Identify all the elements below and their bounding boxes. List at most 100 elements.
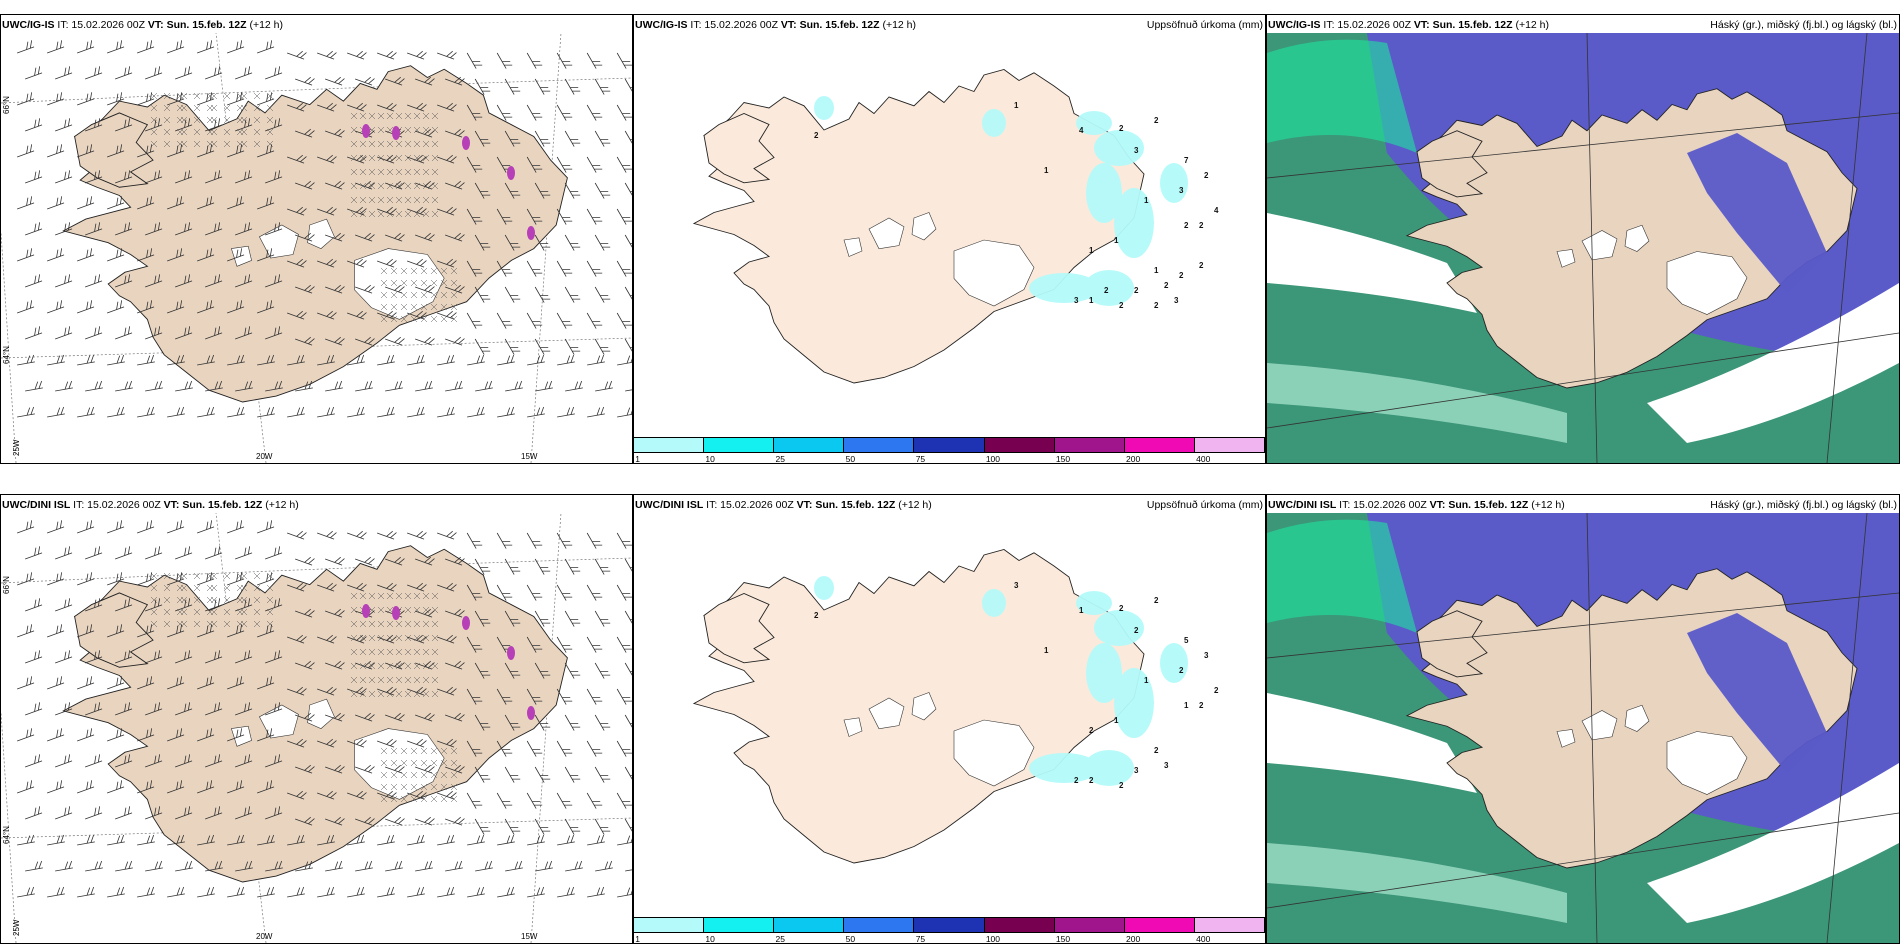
hatch-cross [390,771,398,779]
wind-barb [617,886,632,898]
high-cloud-over-land [1687,613,1827,773]
hatch-cross [223,92,231,100]
precip-blob [1084,750,1134,786]
wind-barb [496,312,513,329]
wind-barb [115,650,133,664]
hatch-cross [422,648,430,656]
wind-barb [474,338,491,355]
wind-barb [325,380,343,392]
wind-barb [534,610,551,627]
wind-barb [197,196,215,210]
precip-value: 2 [1179,666,1184,675]
wind-barb [616,532,632,549]
wind-barb [77,196,95,210]
wind-barb [175,326,193,340]
hatch-cross [410,267,418,275]
wind-barb [287,406,305,418]
wind-barb [137,520,155,534]
wind-barb [25,650,43,664]
wind-barb [347,406,365,418]
hatch-cross [253,104,261,112]
precip-value: 2 [1204,171,1209,180]
hatch-cross [413,168,421,176]
wind-barb [445,180,465,190]
hatch-cross [410,291,418,299]
hatch-cross [422,140,430,148]
iceland-landmass [694,70,1144,384]
hatch-cross [440,795,448,803]
wind-barb [145,274,163,288]
wind-barb [295,860,313,872]
wind-panel-header: UWC/IG-IS IT: 15.02.2026 00Z VT: Sun. 15… [2,19,283,31]
wind-barb [287,634,307,644]
hatch-cross [404,210,412,218]
wind-barb [474,78,491,95]
hatch-cross [390,783,398,791]
hatch-cross [377,140,385,148]
wind-barb [175,702,193,716]
wind-barb [496,260,513,277]
wind-barb [265,650,283,664]
model-label: UWC/IG-IS [1268,19,1321,31]
colorbar-label: 100 [985,934,1000,944]
hatch-cross [266,116,274,124]
hatch-cross [163,620,171,628]
wind-barb [564,818,581,835]
hatch-cross [240,596,248,604]
wind-barb [17,886,35,898]
hatch-cross [240,140,248,148]
hatch-cross [410,315,418,323]
convective-cell [392,606,400,620]
wind-barb [265,380,283,392]
wind-barb [377,50,397,60]
hatch-cross [377,182,385,190]
hatch-cross [390,279,398,287]
wind-barb [137,886,155,898]
precip-value: 2 [1089,726,1094,735]
wind-barb [466,740,483,757]
lon-label-15w: 15W [521,452,538,461]
colorbar-label: 75 [915,934,926,944]
wind-barb [47,144,65,158]
precip-value: 2 [1199,261,1204,270]
hatch-cross [163,140,171,148]
convective-cell [527,226,535,240]
wind-barb [534,662,551,679]
mid-cloud-area [1267,519,1417,633]
wind-barb [624,78,632,95]
wind-barb [107,520,125,534]
hatch-cross [404,690,412,698]
wind-barb [437,686,457,696]
wind-barb [25,806,43,820]
precip-blob [1094,610,1144,646]
hatch-cross [359,168,367,176]
hatch-cross [440,771,448,779]
wind-barb [504,714,521,731]
hatch-cross [395,634,403,642]
wind-barb [466,260,483,277]
wind-barb [47,196,65,210]
hatch-cross [422,112,430,120]
wind-barb [347,310,367,320]
wind-barb [137,248,155,262]
wind-barb [235,380,253,392]
precip-value: 1 [1014,101,1019,110]
wind-barb [137,40,155,54]
hatch-cross [440,279,448,287]
wind-barb [115,546,133,560]
hatch-cross [253,596,261,604]
hatch-cross [380,747,388,755]
wind-barb [115,860,133,872]
wind-barb [526,52,543,69]
wind-barb [197,406,215,418]
hatch-cross [450,771,458,779]
hatch-cross [368,126,376,134]
wind-barb [17,144,35,158]
lat-label-64n: 64°N [2,826,11,844]
precip-blob [1084,270,1134,306]
wind-barb [235,598,253,612]
wind-barb [437,206,457,216]
precip-value: 2 [1154,116,1159,125]
wind-barb [47,624,65,638]
wind-barb [47,354,65,366]
